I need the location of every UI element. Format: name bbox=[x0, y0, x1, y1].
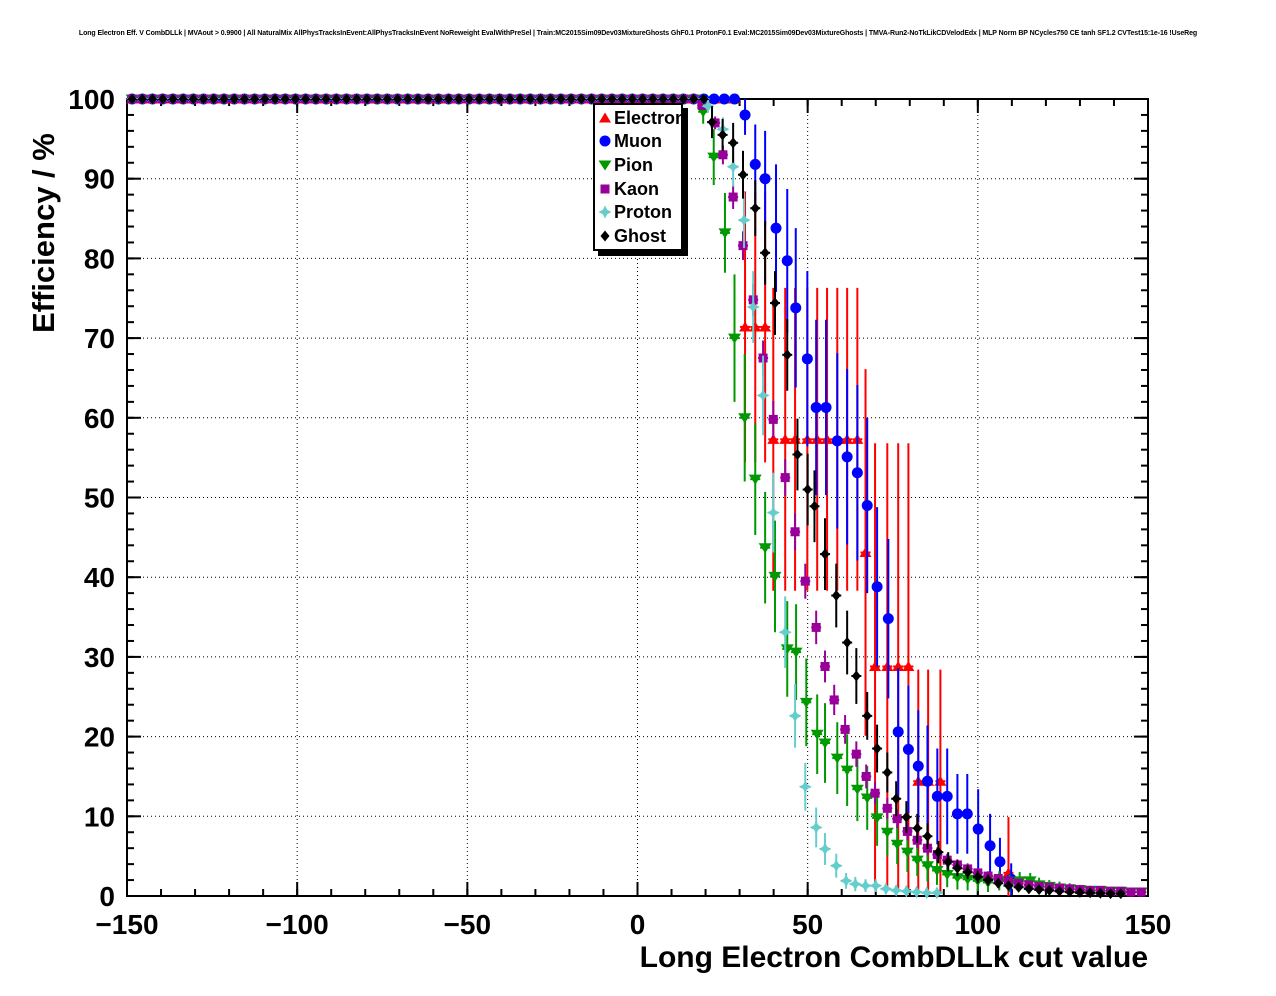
legend-item-pion: Pion bbox=[597, 156, 681, 174]
plot-title: Long Electron Eff. V CombDLLk | MVAout >… bbox=[78, 30, 1198, 37]
svg-text:−150: −150 bbox=[95, 909, 158, 940]
legend-item-ghost: Ghost bbox=[597, 227, 681, 245]
axis-ticks bbox=[126, 98, 1149, 897]
legend-item-proton: Proton bbox=[597, 203, 681, 221]
svg-text:0: 0 bbox=[630, 909, 646, 940]
svg-text:40: 40 bbox=[84, 562, 115, 593]
svg-text:60: 60 bbox=[84, 403, 115, 434]
legend-item-kaon: Kaon bbox=[597, 180, 681, 198]
legend-box: Electron Muon Pion Kaon Proton Ghost bbox=[593, 103, 686, 251]
svg-text:20: 20 bbox=[84, 722, 115, 753]
svg-text:80: 80 bbox=[84, 243, 115, 274]
series-muon bbox=[126, 93, 1017, 896]
svg-text:50: 50 bbox=[792, 909, 823, 940]
x-axis-title: Long Electron CombDLLk cut value bbox=[639, 941, 1148, 974]
legend-item-muon: Muon bbox=[597, 132, 681, 150]
series-electron bbox=[126, 93, 1015, 896]
svg-text:70: 70 bbox=[84, 323, 115, 354]
legend-item-label: Electron bbox=[614, 107, 687, 128]
legend-item-electron: Electron bbox=[597, 109, 686, 127]
kaon-marker-icon bbox=[600, 184, 610, 194]
svg-text:100: 100 bbox=[954, 909, 1001, 940]
series-proton bbox=[125, 92, 944, 900]
svg-text:−100: −100 bbox=[266, 909, 329, 940]
ghost-marker-icon bbox=[600, 230, 610, 242]
electron-marker-icon bbox=[599, 112, 611, 123]
svg-text:50: 50 bbox=[84, 483, 115, 514]
muon-marker-icon bbox=[599, 135, 611, 147]
legend-item-label: Proton bbox=[614, 202, 672, 223]
legend-item-label: Kaon bbox=[614, 178, 659, 199]
svg-text:100: 100 bbox=[68, 84, 115, 115]
tick-labels: 0 10 20 30 40 50 60 70 80 90 100 −150 −100 −50 0 50 100 1… bbox=[68, 84, 1171, 940]
legend-item-label: Ghost bbox=[614, 226, 666, 247]
y-axis-title: Efficiency / % bbox=[26, 133, 61, 333]
series-ghost bbox=[127, 93, 1126, 900]
pion-marker-icon bbox=[598, 160, 612, 171]
svg-text:−50: −50 bbox=[444, 909, 492, 940]
svg-text:150: 150 bbox=[1125, 909, 1172, 940]
legend-item-label: Muon bbox=[614, 131, 662, 152]
svg-text:90: 90 bbox=[84, 164, 115, 195]
svg-text:10: 10 bbox=[84, 801, 115, 832]
legend-item-label: Pion bbox=[614, 155, 653, 176]
svg-text:0: 0 bbox=[99, 881, 115, 912]
svg-text:30: 30 bbox=[84, 642, 115, 673]
proton-marker-icon bbox=[598, 205, 612, 219]
